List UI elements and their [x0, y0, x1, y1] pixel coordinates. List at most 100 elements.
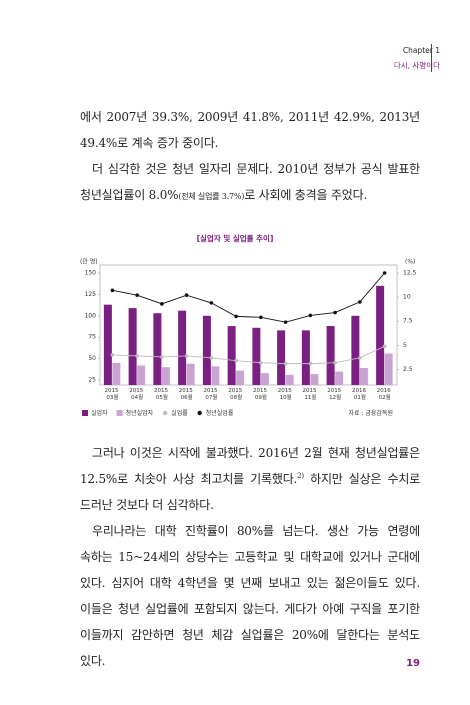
chapter-title: 다시, 사명이다 [393, 61, 440, 70]
line-series [112, 345, 385, 365]
bar [384, 353, 393, 385]
y-tick-label: 75 [88, 334, 96, 341]
line-marker [110, 353, 115, 357]
bar [335, 371, 344, 385]
y2-tick-label: 7.5 [403, 318, 413, 325]
bar [236, 370, 245, 385]
y-tick-label: 50 [88, 355, 96, 362]
x-tick-label: 2016 02월 [377, 388, 393, 401]
bar [252, 327, 261, 385]
bar [301, 330, 310, 385]
line-marker [333, 310, 337, 315]
paragraph: 더 심각한 것은 청년 일자리 문제다. 2010년 정부가 공식 발표한 청년… [80, 156, 420, 210]
y2-axis-label: (%) [405, 259, 415, 266]
bar [376, 285, 385, 385]
line-series [112, 272, 385, 323]
header-rule [431, 44, 432, 72]
line-marker [110, 288, 115, 293]
x-tick-label: 2015 04월 [129, 388, 145, 401]
line-marker [209, 301, 214, 305]
x-tick-label: 2015 09월 [253, 388, 269, 401]
line-marker [209, 356, 214, 360]
x-tick-label: 2015 08월 [228, 388, 244, 401]
bar [277, 330, 286, 385]
paragraph: 그러나 이것은 시작에 불과했다. 2016년 2월 현재 청년실업률은 12.… [80, 440, 420, 518]
paragraph: 에서 2007년 39.3%, 2009년 41.8%, 2011년 42.9%… [80, 104, 420, 156]
x-tick-label: 2016 01월 [352, 388, 368, 401]
bar [260, 373, 269, 385]
bar [326, 326, 335, 385]
chapter-label: Chapter 1 [402, 46, 440, 55]
legend-swatch [197, 410, 202, 416]
text: 하지만 실상은 수치로 드러난 것보다 더 심각하다. [80, 472, 420, 512]
y2-tick-label: 12.5 [403, 270, 417, 277]
text: 더 심각한 것은 청년 일자리 문제다. 2010년 정부가 공식 발표한 청년… [80, 162, 420, 202]
bar [351, 315, 360, 385]
bar [310, 374, 319, 385]
y-tick-label: 25 [88, 377, 96, 384]
bar [186, 363, 195, 385]
y-axis-label: (만 명) [80, 258, 98, 266]
bar [161, 367, 170, 385]
bar [103, 304, 112, 385]
legend-label: 청년실업자 [126, 409, 154, 417]
bar [227, 326, 236, 385]
x-tick-label: 2015 10월 [278, 388, 294, 401]
x-tick-label: 2015 05월 [154, 388, 170, 401]
x-tick-label: 2015 11월 [303, 388, 319, 401]
y2-tick-label: 5 [403, 342, 407, 349]
line-marker [382, 271, 387, 275]
line-marker [358, 300, 362, 304]
x-tick-label: 2015 07월 [204, 388, 220, 401]
line-marker [184, 293, 189, 297]
y2-tick-label: 2.5 [403, 366, 413, 373]
y-tick-label: 125 [85, 291, 97, 298]
bar [211, 366, 220, 385]
bar [137, 365, 146, 385]
bar [128, 308, 137, 385]
line-marker [333, 360, 337, 365]
legend-label: 실업자 [91, 409, 108, 417]
legend-swatch [116, 410, 123, 416]
y-tick-label: 150 [85, 270, 97, 277]
legend-swatch [162, 410, 168, 416]
line-marker [308, 313, 313, 318]
legend-swatch [82, 410, 88, 416]
bar [359, 368, 368, 385]
line-marker [259, 360, 263, 365]
x-tick-label: 2015 12월 [327, 388, 343, 401]
line-marker [184, 354, 189, 358]
bar [178, 310, 187, 385]
chart-title: [실업자 및 실업률 추이] [197, 233, 274, 243]
y-tick-label: 100 [85, 312, 97, 319]
line-marker [308, 361, 313, 366]
line-marker [234, 314, 238, 319]
text: 에서 2007년 39.3%, 2009년 41.8%, 2011년 42.9%… [80, 110, 420, 150]
line-marker [135, 293, 139, 297]
bar [112, 362, 121, 385]
text: 그러나 이것은 시작에 불과했다. 2016년 2월 현재 청년실업률은 12.… [80, 446, 420, 486]
plot-frame [99, 264, 398, 386]
line-marker [160, 355, 164, 359]
x-tick-label: 2015 03월 [105, 388, 121, 401]
bar [202, 315, 211, 385]
line-marker [160, 302, 164, 306]
legend-label: 청년실업률 [206, 409, 234, 417]
y2-tick-label: 10 [403, 294, 411, 301]
line-marker [283, 320, 288, 324]
x-tick-label: 2015 06월 [179, 388, 195, 401]
legend-label: 실업률 [171, 409, 188, 417]
line-marker [358, 356, 362, 360]
note-text: (전체 실업률 3.7%) [178, 192, 245, 201]
line-marker [259, 315, 263, 320]
paragraph: 우리나라는 대학 진학률이 80%를 넘는다. 생산 가능 연령에 속하는 15… [80, 518, 420, 674]
bar [153, 313, 162, 385]
line-marker [234, 358, 238, 363]
source: 자료 : 금융감독원 [349, 409, 393, 417]
bar [285, 374, 294, 385]
line-marker [283, 361, 288, 366]
text: 로 사회에 충격을 주었다. [244, 188, 368, 202]
line-marker [135, 354, 139, 358]
